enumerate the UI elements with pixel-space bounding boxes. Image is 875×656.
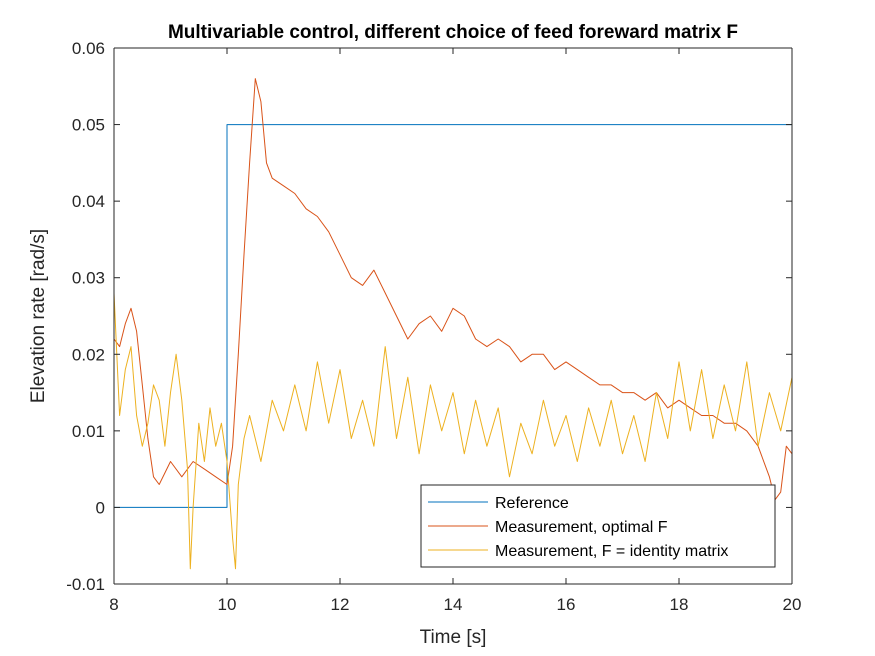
x-tick-label: 10 — [218, 595, 237, 614]
series-line-0 — [114, 124, 792, 508]
legend-label-optimal-f: Measurement, optimal F — [495, 519, 668, 536]
x-axis-title: Time [s] — [420, 627, 487, 648]
x-tick-label: 18 — [670, 595, 689, 614]
y-axis-title: Elevation rate [rad/s] — [28, 229, 49, 403]
x-tick-label: 12 — [331, 595, 350, 614]
ticks-layer: 8 10 12 14 16 18 20 -0.01 0 0.01 0.02 0.03 0.04 0.05 0… — [66, 39, 801, 614]
x-tick-label: 16 — [557, 595, 576, 614]
legend-label-identity-f: Measurement, F = identity matrix — [495, 543, 728, 560]
x-tick-label: 8 — [109, 595, 118, 614]
y-tick-label: -0.01 — [66, 575, 105, 594]
series-line-2 — [113, 292, 793, 570]
y-tick-label: 0.04 — [72, 192, 105, 211]
x-tick-label: 20 — [783, 595, 802, 614]
legend-label-reference: Reference — [495, 495, 569, 512]
y-tick-label: 0.05 — [72, 116, 105, 135]
y-tick-label: 0 — [96, 498, 105, 517]
y-tick-label: 0.02 — [72, 345, 105, 364]
x-tick-label: 14 — [444, 595, 463, 614]
y-tick-label: 0.01 — [72, 422, 105, 441]
y-tick-label: 0.06 — [72, 39, 105, 58]
y-tick-label: 0.03 — [72, 269, 105, 288]
series-layer — [113, 78, 793, 570]
series-line-1 — [113, 78, 793, 501]
legend: Reference Measurement, optimal F Measure… — [420, 484, 776, 568]
chart-title: Multivariable control, different choice … — [168, 22, 738, 43]
